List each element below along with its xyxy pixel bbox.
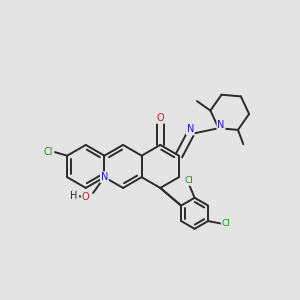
Text: H: H: [71, 190, 78, 200]
Text: O: O: [157, 113, 164, 123]
Text: H: H: [70, 191, 77, 201]
Text: N: N: [101, 172, 108, 182]
Text: O: O: [82, 193, 89, 202]
Text: Cl: Cl: [44, 147, 53, 157]
Text: N: N: [187, 124, 194, 134]
Text: N: N: [217, 120, 225, 130]
Text: Cl: Cl: [221, 219, 230, 228]
Text: Cl: Cl: [185, 176, 194, 185]
